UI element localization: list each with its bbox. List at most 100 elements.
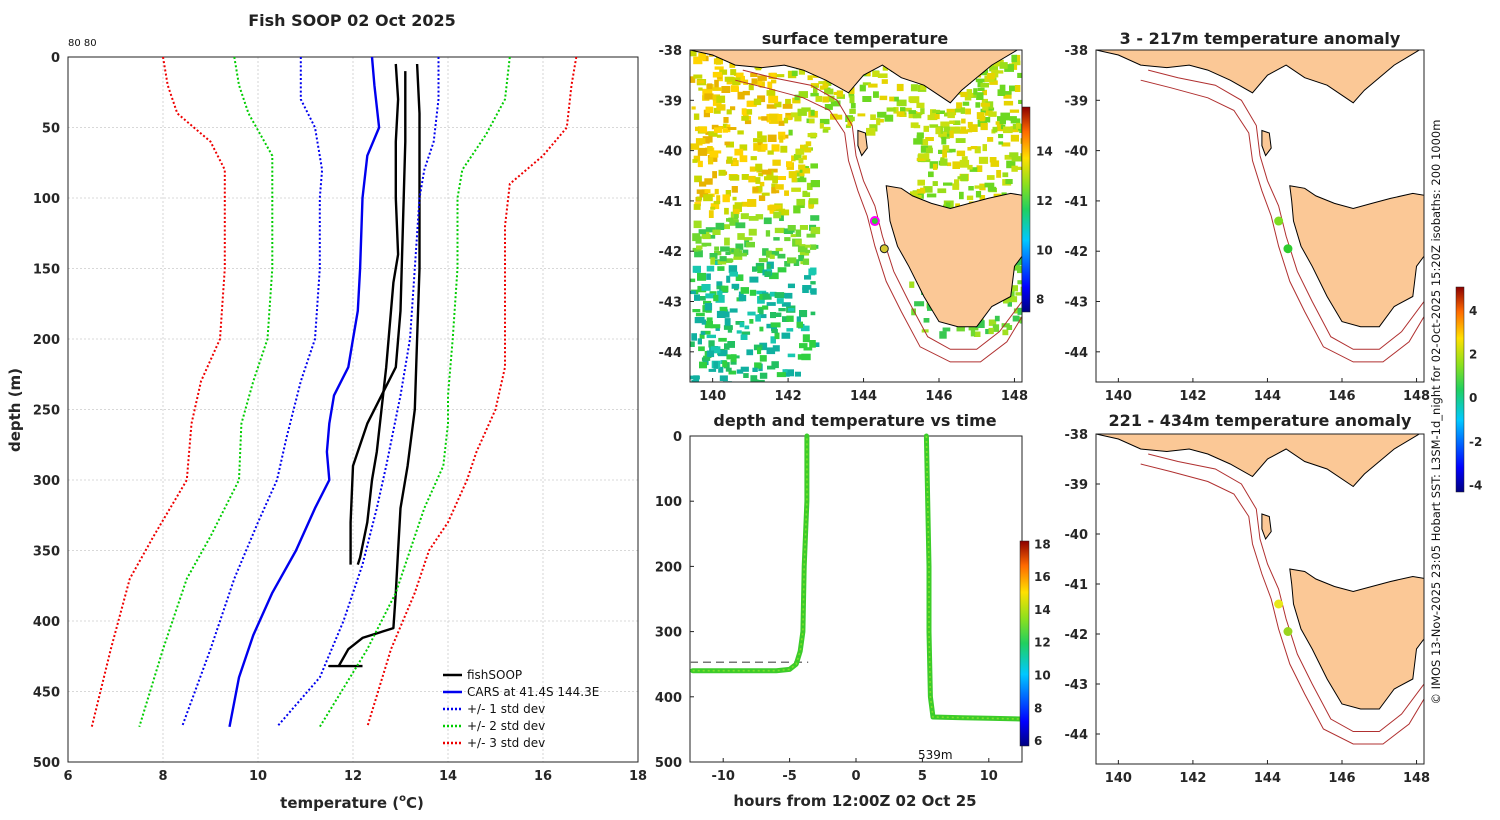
sst-cell (739, 144, 748, 151)
sst-cell (724, 207, 729, 215)
sst-cell (847, 119, 853, 126)
xlabel-degree: o (399, 793, 406, 804)
sst-cell (748, 228, 757, 236)
mainland-coast (690, 50, 1019, 104)
anomaly-upper-marker (1283, 244, 1293, 254)
profile-ytick: 0 (51, 51, 60, 66)
sst-cell (750, 375, 758, 382)
sst-cell (716, 310, 726, 318)
profile-ytick: 150 (33, 263, 60, 278)
sst-cell (696, 196, 703, 201)
sst-cell (709, 253, 718, 259)
sst-cell (713, 200, 721, 205)
sst-cell (866, 127, 876, 136)
sst-cell (740, 287, 749, 294)
anomaly-upper-axes-box (1095, 49, 1425, 383)
sst-cell (797, 203, 805, 208)
sst-cell (942, 149, 947, 158)
sst-cell (703, 194, 713, 202)
sst-cell (747, 311, 756, 316)
max-depth-label: 539m (918, 748, 953, 762)
sst-cell (884, 114, 894, 122)
sst-cell (757, 75, 767, 81)
sst-cell (756, 290, 767, 295)
profile-title: Fish SOOP 02 Oct 2025 (248, 11, 456, 30)
sst-cell (877, 111, 887, 118)
sst-cell (697, 147, 708, 156)
sst-cell (701, 243, 707, 247)
sst-cell (925, 137, 934, 141)
dt-xtick: 10 (980, 769, 998, 784)
sst-cell (693, 74, 703, 79)
sst-cell (818, 81, 825, 85)
sst-cell (771, 328, 778, 334)
sst-cell (769, 113, 779, 120)
sst-cell (787, 257, 797, 264)
sst-cell (767, 134, 777, 142)
sst-cell (719, 375, 728, 381)
sst-cell (712, 87, 722, 91)
isobath-1000m (1140, 463, 1424, 745)
sst-cell (690, 375, 700, 380)
sst-cell (701, 319, 707, 325)
sst-cell (987, 186, 997, 192)
sst-cell (708, 340, 715, 348)
sst-cell (735, 222, 746, 229)
sst-cell (967, 121, 973, 128)
profile-line--1-std (276, 57, 440, 728)
sst-colorbar-ticks: 8 10 12 14 (1036, 144, 1053, 306)
sst-cell (967, 147, 972, 151)
sst-cell (995, 121, 1003, 125)
sst-cell (770, 336, 776, 344)
sst-cell (726, 218, 733, 222)
sst-cell (771, 144, 780, 152)
sst-cell (767, 150, 774, 155)
sst-cell (810, 226, 821, 235)
sst-colorbar-tick: 14 (1036, 144, 1053, 158)
sst-cell (952, 161, 960, 169)
sst-cell (908, 110, 916, 114)
sst-cell (772, 312, 782, 317)
sst-cell (977, 80, 983, 88)
sst-cell (798, 164, 806, 170)
sst-cell (793, 259, 800, 266)
sst-cell (716, 281, 723, 287)
sst-cell (718, 349, 728, 357)
sst-cell (966, 195, 974, 201)
sst-cell (961, 156, 968, 160)
sst-cell (777, 267, 787, 273)
sst-cell (784, 261, 791, 267)
sst-cell (764, 271, 772, 277)
sst-cell (879, 95, 888, 101)
sst-cell (787, 308, 795, 312)
sst-cell (696, 189, 703, 194)
sst-cell (739, 321, 745, 328)
sst-cell (997, 116, 1006, 122)
sst-cell (983, 117, 991, 123)
sst-cell (974, 331, 981, 337)
sst-cell (806, 233, 816, 238)
sst-cell (1006, 325, 1013, 330)
sst-cell (766, 90, 776, 96)
sst-cell (692, 265, 701, 273)
sst-cell (766, 264, 771, 272)
sst-cell (940, 157, 945, 162)
sst-cell (937, 188, 947, 194)
sst-cell (778, 308, 786, 312)
sst-cell (741, 201, 752, 207)
profile-grid (67, 56, 639, 763)
sst-cell (822, 129, 829, 133)
sst-cell (744, 325, 750, 330)
sst-cell (932, 181, 938, 186)
sst-cell (969, 167, 978, 172)
sst-cell (799, 244, 806, 248)
sst-cell (693, 155, 701, 162)
sst-cell (714, 251, 722, 256)
sst-cell (742, 249, 749, 255)
dt-xtick: 0 (851, 769, 860, 784)
sst-ticks: 140 142 144 146 148 -38 -39 -40 -41 -42 -43 -44 (659, 44, 1029, 404)
xlabel-main: temperature ( (280, 794, 399, 812)
sst-cell (939, 331, 947, 339)
sst-cell (893, 96, 899, 102)
map-xtick: 144 (1254, 389, 1281, 404)
